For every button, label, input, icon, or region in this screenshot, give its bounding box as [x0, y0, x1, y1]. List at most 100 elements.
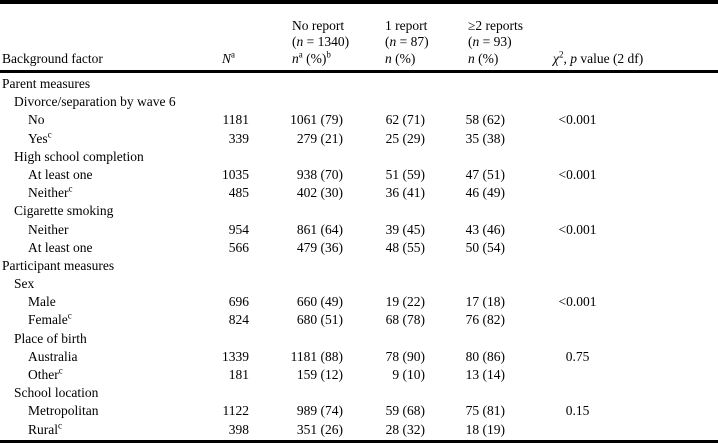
header-n-footnote-a: a — [231, 49, 236, 60]
cell-p-value — [507, 148, 648, 166]
cell-p-value — [507, 257, 648, 275]
cell-two-plus-reports — [427, 330, 507, 348]
cell-no-report — [250, 93, 345, 111]
cell-n-total: 485 — [228, 185, 249, 201]
cell-no-report — [250, 275, 345, 293]
header-two-plus-reports: ≥2 reports (n = 93) n (%) — [427, 17, 524, 67]
header-no-report-count: (n = 1340) — [292, 34, 350, 50]
header-rule — [0, 70, 718, 73]
cell-p-value — [507, 93, 648, 111]
table-header: Background factor Na No report (n = 1340… — [0, 4, 718, 70]
cell-n-total: 1122 — [222, 403, 250, 419]
row-label: At least one — [28, 166, 93, 182]
cell-n-total: 954 — [228, 221, 249, 237]
cell-one-report: 19 (22) — [385, 294, 425, 310]
cell-two-plus-reports — [427, 384, 507, 402]
table-row: Sex — [0, 275, 718, 293]
cell-n-total — [215, 330, 250, 348]
cell-two-plus-reports — [427, 75, 507, 93]
cell-one-report: 51 (59) — [385, 166, 425, 182]
cell-two-plus-reports — [427, 93, 507, 111]
cell-one-report: 68 (78) — [385, 312, 425, 328]
cell-n-total: 339 — [228, 130, 249, 146]
row-label: Metropolitan — [28, 403, 99, 419]
cell-no-report — [250, 257, 345, 275]
cell-p-value — [507, 384, 648, 402]
row-label: Divorce/separation by wave 6 — [14, 94, 176, 110]
header-chi-square-label: χ2, p value (2 df) — [553, 49, 644, 66]
cell-p-value — [507, 202, 648, 220]
row-label: Participant measures — [2, 257, 115, 273]
cell-n-total: 398 — [228, 421, 249, 437]
cell-n-total: 181 — [228, 367, 249, 382]
cell-n-total — [215, 257, 250, 275]
header-two-plus-reports-title: ≥2 reports — [468, 17, 524, 33]
cell-one-report: 39 (45) — [385, 221, 425, 237]
cell-two-plus-reports: 80 (86) — [465, 348, 505, 364]
cell-two-plus-reports: 76 (82) — [465, 312, 505, 328]
cell-one-report — [345, 384, 427, 402]
cell-two-plus-reports: 47 (51) — [465, 166, 505, 182]
row-label: Sex — [14, 276, 35, 292]
cell-n-total — [215, 202, 250, 220]
header-one-report-count: (n = 87) — [385, 34, 429, 50]
header-two-plus-reports-count: (n = 93) — [468, 34, 512, 50]
cell-two-plus-reports: 46 (49) — [465, 185, 505, 201]
row-label: No — [28, 112, 45, 128]
table-row: Australia 1339 1181 (88) 78 (90) 80 (86) 0.75 — [0, 348, 718, 366]
table-row: Cigarette smoking — [0, 202, 718, 220]
cell-two-plus-reports: 13 (14) — [465, 367, 505, 382]
header-chi-square: χ2, p value (2 df) — [507, 49, 648, 67]
header-background-factor: Background factor — [0, 51, 215, 67]
cell-n-total — [215, 93, 250, 111]
row-label: Otherc — [28, 365, 63, 382]
table-row: School location — [0, 384, 718, 402]
cell-p-value: <0.001 — [558, 294, 597, 310]
table-row: Male 696 660 (49) 19 (22) 17 (18) <0.001 — [0, 293, 718, 311]
cell-p-value — [507, 184, 648, 202]
table-row: Femalec 824 680 (51) 68 (78) 76 (82) — [0, 311, 718, 329]
row-label: School location — [14, 385, 99, 401]
row-label: Cigarette smoking — [14, 203, 114, 219]
cell-p-value: <0.001 — [558, 166, 597, 182]
cell-one-report — [345, 148, 427, 166]
row-label: Australia — [28, 348, 78, 364]
cell-two-plus-reports: 75 (81) — [465, 403, 505, 419]
row-label: Male — [28, 294, 56, 310]
cell-n-total — [215, 275, 250, 293]
cell-no-report: 402 (30) — [296, 185, 343, 201]
cell-one-report: 62 (71) — [385, 112, 425, 128]
cell-one-report: 78 (90) — [385, 348, 425, 364]
cell-p-value — [507, 75, 648, 93]
header-two-plus-reports-stat: n (%) — [468, 50, 499, 66]
cell-n-total: 1339 — [222, 348, 249, 364]
cell-n-total: 696 — [228, 294, 249, 310]
cell-no-report: 1061 (79) — [290, 112, 343, 128]
header-no-report-title: No report — [292, 17, 345, 33]
row-label: Femalec — [28, 310, 72, 328]
cell-two-plus-reports: 43 (46) — [465, 221, 505, 237]
row-label-footnote: c — [58, 365, 63, 376]
table-row: At least one 1035 938 (70) 51 (59) 47 (51) <0… — [0, 166, 718, 184]
header-one-report-stat: n (%) — [385, 50, 416, 66]
cell-no-report — [250, 148, 345, 166]
cell-one-report — [345, 257, 427, 275]
cell-no-report: 861 (64) — [296, 221, 343, 237]
cell-p-value — [507, 275, 648, 293]
cell-one-report — [345, 93, 427, 111]
cell-two-plus-reports — [427, 148, 507, 166]
cell-n-total — [215, 75, 250, 93]
cell-n-total: 1035 — [222, 166, 249, 182]
cell-no-report: 351 (26) — [296, 421, 343, 437]
table-body: Parent measures Divorce/separation by wav… — [0, 73, 718, 439]
cell-two-plus-reports: 18 (19) — [465, 421, 505, 437]
table-bottom-rule — [0, 439, 718, 443]
row-label: Neither — [28, 221, 69, 237]
cell-no-report: 279 (21) — [296, 130, 343, 146]
cell-no-report — [250, 384, 345, 402]
row-label-footnote: c — [58, 420, 62, 431]
cell-no-report: 989 (74) — [296, 403, 343, 419]
cell-no-report: 479 (36) — [296, 239, 343, 255]
cell-one-report — [345, 75, 427, 93]
table-row: At least one 566 479 (36) 48 (55) 50 (54) — [0, 239, 718, 257]
